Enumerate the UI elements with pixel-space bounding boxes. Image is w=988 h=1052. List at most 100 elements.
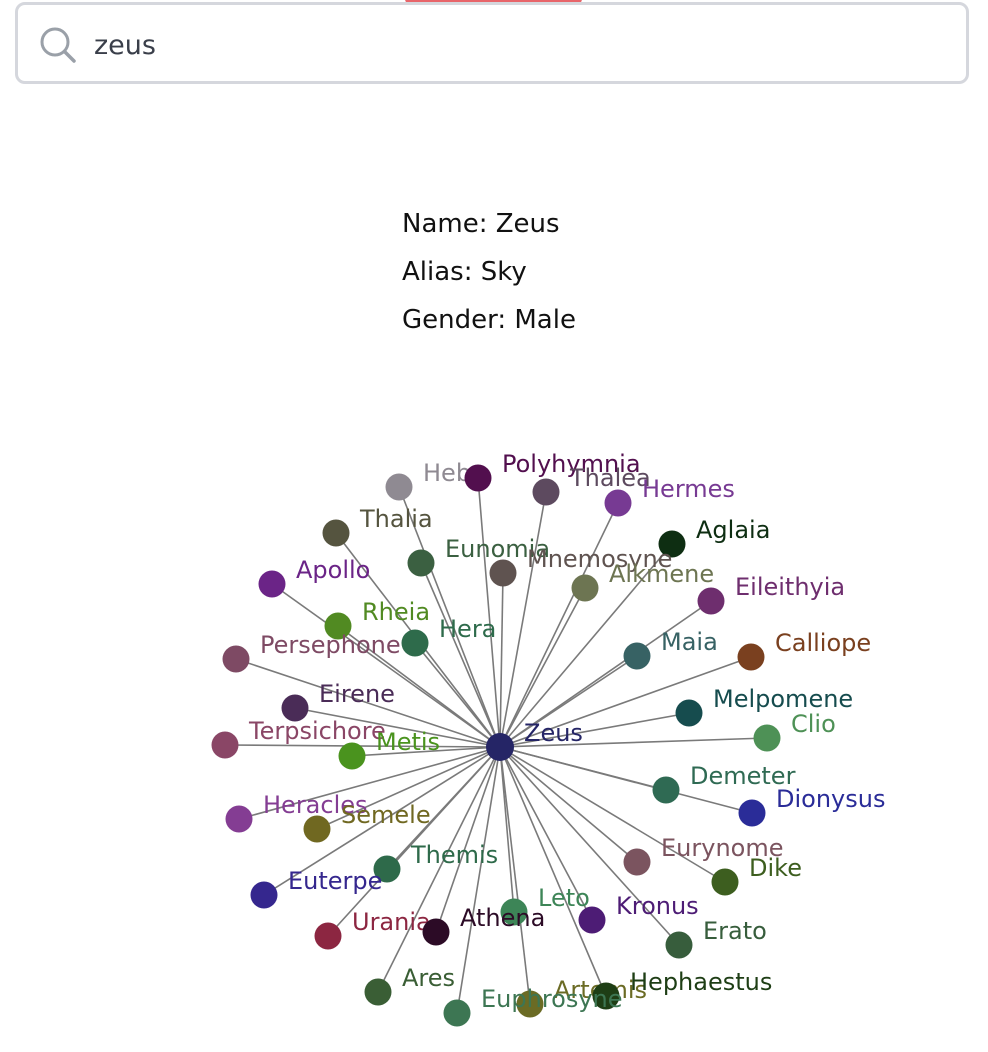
node-dot-apollo[interactable] xyxy=(258,570,286,598)
graph-node-erato[interactable]: Erato xyxy=(665,917,767,959)
graph-node-urania[interactable]: Urania xyxy=(314,908,431,950)
node-dot-eileithyia[interactable] xyxy=(697,587,725,615)
edge-zeus-thalea xyxy=(499,491,547,748)
node-dot-heracles[interactable] xyxy=(225,805,253,833)
node-dot-aglaia[interactable] xyxy=(658,530,686,558)
graph-node-euterpe[interactable]: Euterpe xyxy=(250,867,383,909)
node-dot-polyhymnia[interactable] xyxy=(464,464,492,492)
edge-zeus-hermes xyxy=(499,502,619,748)
graph-node-athena[interactable]: Athena xyxy=(422,904,546,946)
graph-node-heracles[interactable]: Heracles xyxy=(225,791,368,833)
edge-zeus-polyhymnia xyxy=(477,477,501,748)
graph-node-metis[interactable]: Metis xyxy=(338,728,441,770)
node-dot-maia[interactable] xyxy=(623,642,651,670)
node-dot-erato[interactable] xyxy=(665,931,693,959)
node-dot-semele[interactable] xyxy=(303,815,331,843)
graph-node-hermes[interactable]: Hermes xyxy=(604,475,735,517)
node-dot-clio[interactable] xyxy=(753,724,781,752)
node-dot-mnemosyne[interactable] xyxy=(489,559,517,587)
edge-zeus-maia xyxy=(499,655,638,748)
node-dot-metis[interactable] xyxy=(338,742,366,770)
edge-zeus-eunomia xyxy=(420,562,501,748)
edge-zeus-hephaestus xyxy=(499,746,607,997)
graph-node-dionysus[interactable]: Dionysus xyxy=(738,785,886,827)
graph-node-maia[interactable]: Maia xyxy=(623,628,718,670)
graph-node-persephone[interactable]: Persephone xyxy=(222,631,401,673)
graph-node-hephaestus[interactable]: Hephaestus xyxy=(592,968,773,1010)
edge-zeus-ares xyxy=(377,746,501,993)
graph-node-terpsichore[interactable]: Terpsichore xyxy=(211,717,386,759)
graph-node-zeus[interactable]: Zeus xyxy=(486,719,583,761)
node-dot-eurynome[interactable] xyxy=(623,848,651,876)
node-dot-hephaestus[interactable] xyxy=(592,982,620,1010)
graph-node-dike[interactable]: Dike xyxy=(711,854,802,896)
graph-node-thalea[interactable]: Thalea xyxy=(532,464,651,506)
node-dot-themis[interactable] xyxy=(373,855,401,883)
node-dot-calliope[interactable] xyxy=(737,643,765,671)
graph-node-themis[interactable]: Themis xyxy=(373,841,499,883)
edge-zeus-dike xyxy=(499,746,726,883)
edge-zeus-alkmene xyxy=(499,587,586,748)
edge-zeus-eirene xyxy=(294,707,501,748)
graph-node-euphrosyne[interactable]: Euphrosyne xyxy=(443,985,623,1027)
edge-zeus-clio xyxy=(499,737,768,748)
graph-node-semele[interactable]: Semele xyxy=(303,801,431,843)
graph-node-eunomia[interactable]: Eunomia xyxy=(407,535,551,577)
node-label-heracles: Heracles xyxy=(263,791,368,819)
node-dot-hera[interactable] xyxy=(401,629,429,657)
search-box[interactable] xyxy=(15,2,969,84)
node-dot-hermes[interactable] xyxy=(604,489,632,517)
node-dot-rheia[interactable] xyxy=(324,612,352,640)
edge-zeus-hebe xyxy=(398,486,501,748)
node-dot-persephone[interactable] xyxy=(222,645,250,673)
node-label-urania: Urania xyxy=(352,908,431,936)
graph-node-aglaia[interactable]: Aglaia xyxy=(658,516,771,558)
graph-node-eirene[interactable]: Eirene xyxy=(281,680,395,722)
node-dot-leto[interactable] xyxy=(500,898,528,926)
node-dot-eirene[interactable] xyxy=(281,694,309,722)
graph-node-eileithyia[interactable]: Eileithyia xyxy=(697,573,846,615)
graph-node-demeter[interactable]: Demeter xyxy=(652,762,796,804)
node-dot-alkmene[interactable] xyxy=(571,574,599,602)
node-dot-dike[interactable] xyxy=(711,868,739,896)
graph-node-leto[interactable]: Leto xyxy=(500,884,590,926)
graph-node-ares[interactable]: Ares xyxy=(364,964,456,1006)
graph-node-calliope[interactable]: Calliope xyxy=(737,629,872,671)
node-label-polyhymnia: Polyhymnia xyxy=(502,450,641,478)
node-dot-eunomia[interactable] xyxy=(407,549,435,577)
graph-node-eurynome[interactable]: Eurynome xyxy=(623,834,784,876)
graph-node-melpomene[interactable]: Melpomene xyxy=(675,685,854,727)
graph-node-rheia[interactable]: Rheia xyxy=(324,598,431,640)
edge-zeus-aglaia xyxy=(499,543,673,748)
graph-node-hera[interactable]: Hera xyxy=(401,615,497,657)
graph-node-apollo[interactable]: Apollo xyxy=(258,556,371,598)
graph-node-thalia[interactable]: Thalia xyxy=(322,505,433,547)
node-dot-artemis[interactable] xyxy=(516,990,544,1018)
node-label-mnemosyne: Mnemosyne xyxy=(527,545,672,573)
edge-zeus-apollo xyxy=(271,583,501,748)
node-label-erato: Erato xyxy=(703,917,767,945)
node-dot-urania[interactable] xyxy=(314,922,342,950)
node-dot-melpomene[interactable] xyxy=(675,699,703,727)
search-input[interactable] xyxy=(94,23,934,67)
node-dot-euterpe[interactable] xyxy=(250,881,278,909)
graph-node-kronus[interactable]: Kronus xyxy=(578,892,699,934)
node-dot-zeus[interactable] xyxy=(486,733,514,761)
node-dot-athena[interactable] xyxy=(422,918,450,946)
node-dot-ares[interactable] xyxy=(364,978,392,1006)
graph-node-mnemosyne[interactable]: Mnemosyne xyxy=(489,545,673,587)
node-dot-terpsichore[interactable] xyxy=(211,731,239,759)
node-dot-thalea[interactable] xyxy=(532,478,560,506)
node-dot-dionysus[interactable] xyxy=(738,799,766,827)
node-dot-kronus[interactable] xyxy=(578,906,606,934)
graph-node-clio[interactable]: Clio xyxy=(753,710,836,752)
node-dot-hebe[interactable] xyxy=(385,473,413,501)
node-dot-euphrosyne[interactable] xyxy=(443,999,471,1027)
node-label-hera: Hera xyxy=(439,615,496,643)
node-dot-demeter[interactable] xyxy=(652,776,680,804)
graph-node-polyhymnia[interactable]: Polyhymnia xyxy=(464,450,641,492)
node-dot-thalia[interactable] xyxy=(322,519,350,547)
graph-node-alkmene[interactable]: Alkmene xyxy=(571,560,715,602)
